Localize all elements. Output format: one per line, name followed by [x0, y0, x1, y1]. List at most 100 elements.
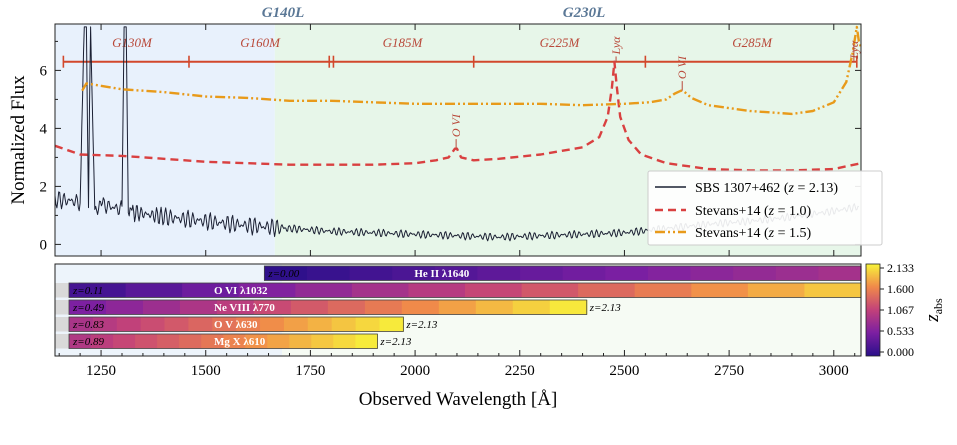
absorber-segment-1: [691, 283, 749, 298]
absorber-ion-2: Ne VIII λ770: [214, 302, 275, 314]
absorber-segment-4: [69, 334, 92, 349]
absorber-ion-4: Mg X λ610: [214, 336, 266, 348]
absorber-segment-2: [327, 300, 366, 315]
absorber-segment-0: [818, 266, 862, 281]
x-tick-label-2: 1750: [295, 363, 325, 379]
absorber-segment-1: [351, 283, 410, 298]
y-tick-label-1: 2: [40, 179, 48, 195]
absorber-z-start-3: z=0.83: [72, 319, 104, 331]
legend-z-s10: 1.0: [789, 204, 807, 219]
y-axis-title: Normalized Flux: [8, 75, 29, 205]
absorber-segment-2: [512, 300, 551, 315]
absorber-ion-0: He II λ1640: [414, 268, 469, 280]
x-tick-label-3: 2000: [400, 363, 430, 379]
band-label-3: G225M: [540, 35, 581, 50]
colorbar-gradient: [865, 263, 881, 357]
legend-label-s10: Stevans+14 (z = 1.0): [695, 204, 811, 219]
absorber-z-end-3: z=2.13: [405, 319, 437, 331]
y-tick-label-2: 4: [40, 121, 48, 137]
absorber-segment-2: [438, 300, 477, 315]
absorber-segment-0: [690, 266, 734, 281]
absorber-segment-2: [143, 300, 181, 315]
legend-z-var-s10: z: [768, 204, 775, 219]
absorber-segment-1: [521, 283, 579, 298]
absorber-segment-3: [307, 317, 333, 332]
absorber-segment-1: [182, 283, 240, 298]
absorber-segment-0: [520, 266, 564, 281]
legend-label-sbs: SBS 1307+462 (z = 2.13): [695, 181, 838, 196]
legend: SBS 1307+462 (z = 2.13) Stevans+14 (z = …: [647, 170, 883, 246]
absorber-panel-frame: [54, 263, 862, 357]
legend-name-s15: Stevans+14: [695, 226, 760, 241]
absorber-segment-2: [69, 300, 107, 315]
grating-label-g230l: G230L: [563, 5, 606, 21]
colorbar-title: zabs: [922, 298, 945, 323]
absorber-segment-3: [188, 317, 213, 332]
absorber-segment-4: [223, 334, 246, 349]
absorber-segment-1: [804, 283, 862, 298]
absorber-outline-4: [68, 333, 378, 349]
legend-z-close-s10: ): [806, 204, 811, 219]
absorber-segment-1: [408, 283, 466, 298]
absorber-segment-0: [562, 266, 606, 281]
absorber-segment-2: [549, 300, 588, 315]
absorber-segment-0: [434, 266, 478, 281]
top-panel-frame: [54, 23, 862, 257]
colorbar-tick-label-1: 1.600: [887, 282, 914, 296]
legend-z-eq-s10: =: [774, 204, 789, 219]
absorber-outline-2: [68, 299, 588, 315]
absorber-segment-2: [364, 300, 403, 315]
grating-label-g140l: G140L: [262, 5, 305, 21]
absorber-bars: z=0.00 He II λ1640 z=0.11 O VI λ1032 z=0.49 N…: [55, 265, 862, 349]
absorber-segment-3: [140, 317, 166, 332]
absorber-segment-3: [260, 317, 285, 332]
emission-line-labels: Lyα O VI O VI Lyα: [449, 36, 861, 149]
legend-z-close-s15: ): [806, 226, 811, 241]
band-label-1: G160M: [240, 35, 281, 50]
legend-z-sbs: 2.13: [809, 181, 834, 196]
absorber-z-start-1: z=0.11: [72, 285, 103, 297]
absorber-z-end-2: z=2.13: [589, 302, 621, 314]
absorber-segment-1: [747, 283, 806, 298]
absorber-segment-0: [733, 266, 777, 281]
absorber-segment-4: [157, 334, 180, 349]
absorber-stub-1: [55, 283, 69, 298]
absorber-segment-0: [349, 266, 393, 281]
absorber-segment-4: [311, 334, 334, 349]
absorber-segment-4: [135, 334, 158, 349]
line-label-0: Lyα: [609, 36, 623, 56]
y-tick-label-0: 0: [40, 237, 48, 253]
legend-name-s10: Stevans+14: [695, 204, 760, 219]
absorber-segment-4: [289, 334, 312, 349]
absorber-segment-3: [69, 317, 94, 332]
absorber-segment-3: [355, 317, 381, 332]
colorbar-title-z: z: [922, 314, 943, 323]
absorber-segment-2: [106, 300, 144, 315]
absorber-z-end-4: z=2.13: [379, 336, 411, 348]
band-markers: G130M G160M G185M G225M G285M: [62, 35, 858, 68]
legend-name-sbs: SBS 1307+462: [695, 181, 780, 196]
legend-z-eq-sbs: =: [794, 181, 809, 196]
colorbar-tick-label-0: 2.133: [887, 261, 914, 275]
absorber-segment-4: [333, 334, 356, 349]
absorber-segment-1: [634, 283, 692, 298]
absorber-ion-3: O V λ630: [214, 319, 258, 331]
x-tick-label-6: 2750: [714, 363, 744, 379]
colorbar-ticks: 2.133 1.600 1.067 0.533 0.000: [880, 261, 914, 359]
absorber-segment-0: [605, 266, 649, 281]
legend-z-prefix-s15: (: [760, 226, 769, 241]
x-tick-label-0: 1250: [86, 363, 116, 379]
absorber-segment-0: [307, 266, 351, 281]
top-x-ticks: [100, 24, 835, 256]
absorber-segment-1: [295, 283, 353, 298]
absorber-segment-4: [267, 334, 290, 349]
colorbar-tick-label-2: 1.067: [887, 303, 914, 317]
absorber-segment-0: [647, 266, 692, 281]
absorber-segment-0: [775, 266, 819, 281]
legend-z-close-sbs: ): [833, 181, 838, 196]
line-label-1: O VI: [449, 113, 463, 137]
absorber-segment-1: [238, 283, 296, 298]
series-line-2: [81, 25, 861, 116]
absorber-panel: z=0.00 He II λ1640 z=0.11 O VI λ1032 z=0.49 N…: [54, 263, 862, 379]
